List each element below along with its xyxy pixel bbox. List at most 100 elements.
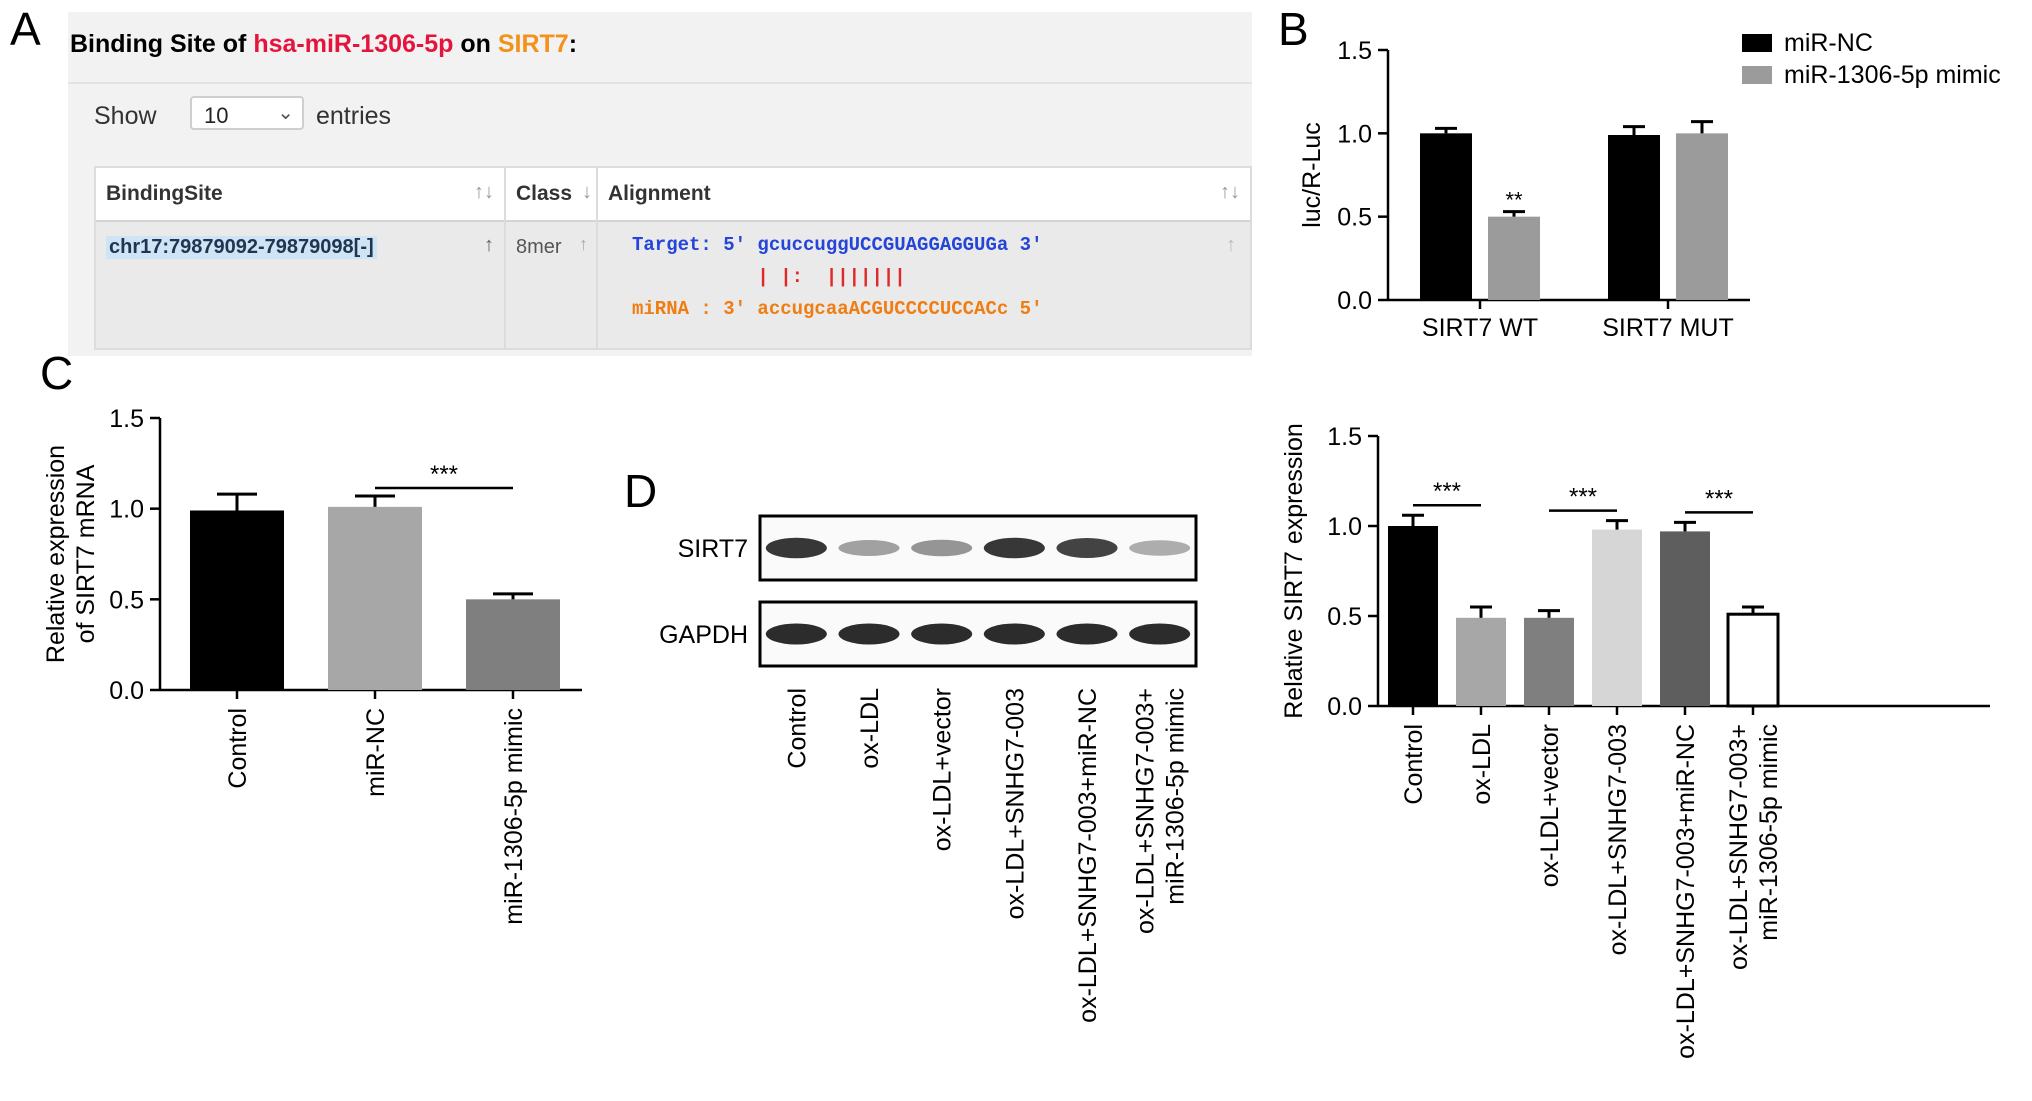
x-tick-label: miR-1306-5p mimic <box>1755 724 1783 941</box>
title-prefix: Binding Site of <box>70 30 254 58</box>
bar <box>1726 612 1780 708</box>
significance-label: ** <box>1505 188 1523 213</box>
legend-label: miR-NC <box>1784 29 1873 57</box>
binding-site-title: Binding Site of hsa-miR-1306-5p on SIRT7… <box>70 30 577 59</box>
y-tick-label: 1.0 <box>1337 120 1372 148</box>
bar <box>190 510 284 690</box>
y-tick-label: 0.5 <box>109 586 144 614</box>
bar <box>1488 216 1540 300</box>
blot-band <box>983 623 1045 645</box>
target-sequence: Target: 5' gcuccuggUCCGUAGGAGGUGa 3' <box>632 234 1043 256</box>
significance-label: *** <box>1705 485 1733 512</box>
binding-site-table: BindingSite ↑↓ Class ↓ Alignment ↑↓ chr17:7… <box>94 166 1252 350</box>
entries-label: entries <box>316 102 392 130</box>
binding-site-panel: Binding Site of hsa-miR-1306-5p on SIRT7… <box>68 12 1252 356</box>
blot-lane-label: ox-LDL+SNHG7-003+miR-NC <box>1074 688 1102 1023</box>
y-axis-label-line: of SIRT7 mRNA <box>72 464 100 643</box>
bar <box>328 506 422 690</box>
sort-arrow-icon: ↑ <box>484 234 494 256</box>
blot-band <box>983 537 1045 559</box>
sort-icon[interactable]: ↓ <box>582 181 592 203</box>
table-header: BindingSite ↑↓ Class ↓ Alignment ↑↓ <box>96 168 1250 222</box>
bar <box>466 599 560 690</box>
blot-lane-label: miR-1306-5p mimic <box>1162 688 1190 905</box>
pairing-lines: | |: ||||||| <box>632 266 906 288</box>
class-value: 8mer <box>516 236 562 258</box>
blot-lane-label: Control <box>783 688 811 769</box>
blot-band <box>838 623 900 645</box>
blot-band <box>911 623 973 645</box>
table-row: chr17:79879092-79879098[-] ↑ <box>96 220 506 348</box>
y-tick-label: 1.5 <box>1337 37 1372 65</box>
blot-band <box>1056 623 1118 645</box>
x-tick-label: ox-LDL+vector <box>1536 724 1564 887</box>
sort-arrow-icon: ↑ <box>1226 234 1236 256</box>
alignment-cell: Target: 5' gcuccuggUCCGUAGGAGGUGa 3' | |… <box>598 220 1250 348</box>
chevron-down-icon: ⌄ <box>277 102 294 124</box>
entries-value: 10 <box>204 103 229 128</box>
significance-label: *** <box>1569 484 1597 511</box>
mirna-link[interactable]: hsa-miR-1306-5p <box>253 30 454 58</box>
title-mid: on <box>453 30 498 58</box>
column-header-class[interactable]: Class ↓ <box>506 168 598 220</box>
bar <box>1592 529 1642 706</box>
chart-d-protein: 0.0 0.5 1.0 1.5 Relative SIRT7 expression Con… <box>1280 423 1990 1059</box>
column-header-alignment[interactable]: Alignment ↑↓ <box>598 168 1250 220</box>
bar <box>1676 133 1728 300</box>
blot-row-label: SIRT7 <box>678 535 748 563</box>
y-tick-label: 0.0 <box>1327 693 1362 721</box>
significance-label: *** <box>1433 478 1461 505</box>
blot-band <box>1129 540 1191 556</box>
sort-icon[interactable]: ↑↓ <box>1220 181 1240 203</box>
y-tick-label: 1.5 <box>109 405 144 433</box>
panel-label-a: A <box>10 3 41 55</box>
column-label: Alignment <box>608 182 711 205</box>
blot-frame <box>758 600 1198 668</box>
y-axis-label: luc/R-Luc <box>1298 122 1326 228</box>
y-axis-label: Relative expressionof SIRT7 mRNA <box>42 445 100 663</box>
blot-lane-label: ox-LDL <box>856 688 884 769</box>
entries-control: Show 10 ⌄ entries <box>94 96 391 131</box>
gene-link[interactable]: SIRT7 <box>497 30 569 58</box>
blot-row-label: GAPDH <box>659 621 748 649</box>
x-tick-label: miR-NC <box>362 708 390 797</box>
y-tick-label: 0.5 <box>1337 204 1372 232</box>
y-tick-label: 1.0 <box>109 496 144 524</box>
panel-label-b: B <box>1278 3 1309 55</box>
x-tick-label: SIRT7 MUT <box>1602 314 1734 342</box>
legend-swatch <box>1742 34 1772 52</box>
show-label: Show <box>94 102 157 130</box>
sort-icon[interactable]: ↑↓ <box>474 181 494 203</box>
panel-label-c: C <box>40 347 74 399</box>
blot-lane-label: ox-LDL+vector <box>929 688 957 851</box>
legend-swatch <box>1742 66 1772 84</box>
blot-band <box>765 537 827 559</box>
binding-site-value[interactable]: chr17:79879092-79879098[-] <box>106 236 377 259</box>
x-tick-label: miR-1306-5p mimic <box>500 708 528 925</box>
column-header-bindingsite[interactable]: BindingSite ↑↓ <box>96 168 506 220</box>
y-tick-label: 0.5 <box>1327 603 1362 631</box>
significance-label: *** <box>430 461 458 488</box>
x-tick-label: ox-LDL+SNHG7-003 <box>1604 724 1632 955</box>
blot-frame <box>758 514 1198 582</box>
bar <box>1660 531 1710 706</box>
x-tick-label: Control <box>1400 724 1428 805</box>
blot-band <box>765 623 827 645</box>
western-blot-d: SIRT7 GAPDH Control ox-LDL ox-LDL+vector ox-L… <box>659 514 1198 1023</box>
bar <box>1420 133 1472 300</box>
bar <box>1456 617 1506 706</box>
x-tick-label: ox-LDL+SNHG7-003+ <box>1725 724 1753 970</box>
blot-band <box>1129 623 1191 645</box>
y-tick-label: 1.5 <box>1327 423 1362 451</box>
class-cell: 8mer ↑ <box>506 220 598 348</box>
blot-band <box>838 540 900 556</box>
y-axis-label-line: Relative expression <box>42 445 70 663</box>
bar <box>1524 617 1574 706</box>
mirna-sequence: miRNA : 3' accugcaaACGUCCCCUCCACc 5' <box>632 298 1043 320</box>
entries-select[interactable]: 10 ⌄ <box>190 96 304 130</box>
y-tick-label: 0.0 <box>109 677 144 705</box>
column-label: BindingSite <box>106 182 223 205</box>
chart-b-luciferase: 0.0 0.5 1.0 1.5 luc/R-Luc SIRT7 WT SIRT7 MUT **… <box>1298 29 2001 342</box>
y-axis-label: Relative SIRT7 expression <box>1280 423 1308 719</box>
x-tick-label: Control <box>224 708 252 789</box>
